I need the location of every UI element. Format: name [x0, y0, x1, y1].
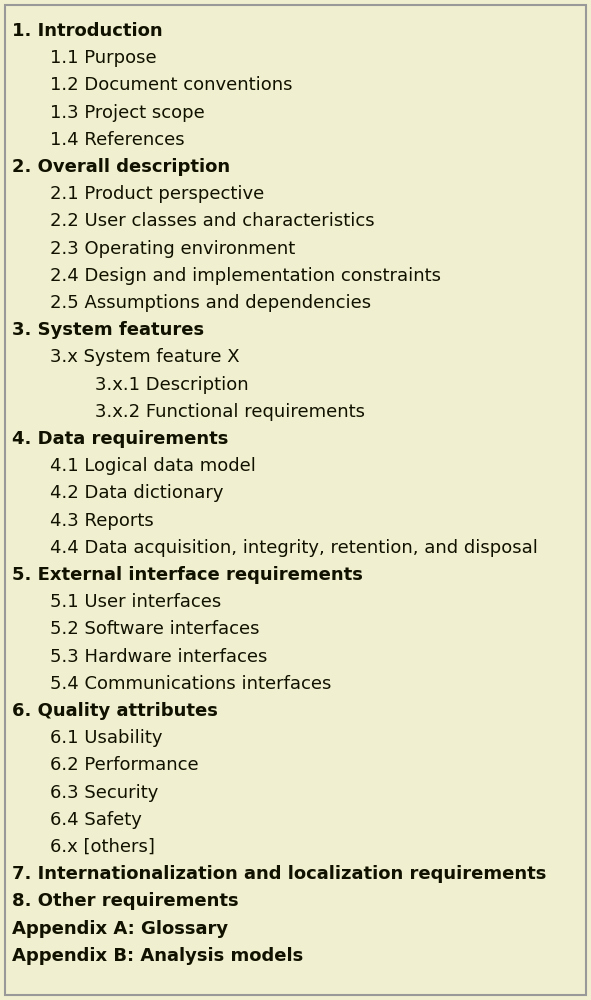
Text: 8. Other requirements: 8. Other requirements	[12, 892, 239, 910]
Text: 3.x.2 Functional requirements: 3.x.2 Functional requirements	[95, 403, 365, 421]
Text: 2.5 Assumptions and dependencies: 2.5 Assumptions and dependencies	[50, 294, 371, 312]
Text: Appendix A: Glossary: Appendix A: Glossary	[12, 920, 228, 938]
Text: 4.1 Logical data model: 4.1 Logical data model	[50, 457, 256, 475]
Text: 5.3 Hardware interfaces: 5.3 Hardware interfaces	[50, 648, 267, 666]
Text: 2. Overall description: 2. Overall description	[12, 158, 230, 176]
Text: 2.2 User classes and characteristics: 2.2 User classes and characteristics	[50, 212, 375, 230]
Text: 3. System features: 3. System features	[12, 321, 204, 339]
Text: 5.4 Communications interfaces: 5.4 Communications interfaces	[50, 675, 332, 693]
Text: 1.1 Purpose: 1.1 Purpose	[50, 49, 157, 67]
Text: 5.1 User interfaces: 5.1 User interfaces	[50, 593, 221, 611]
Text: 2.1 Product perspective: 2.1 Product perspective	[50, 185, 264, 203]
Text: 6.1 Usability: 6.1 Usability	[50, 729, 163, 747]
Text: 6.2 Performance: 6.2 Performance	[50, 756, 199, 774]
Text: 3.x.1 Description: 3.x.1 Description	[95, 376, 249, 394]
Text: 1.4 References: 1.4 References	[50, 131, 184, 149]
Text: 6.3 Security: 6.3 Security	[50, 784, 158, 802]
Text: 5.2 Software interfaces: 5.2 Software interfaces	[50, 620, 259, 638]
Text: Appendix B: Analysis models: Appendix B: Analysis models	[12, 947, 303, 965]
Text: 4.2 Data dictionary: 4.2 Data dictionary	[50, 484, 223, 502]
Text: 3.x System feature X: 3.x System feature X	[50, 348, 239, 366]
Text: 5. External interface requirements: 5. External interface requirements	[12, 566, 363, 584]
Text: 1. Introduction: 1. Introduction	[12, 22, 163, 40]
Text: 6. Quality attributes: 6. Quality attributes	[12, 702, 218, 720]
Text: 1.2 Document conventions: 1.2 Document conventions	[50, 76, 293, 94]
Text: 2.4 Design and implementation constraints: 2.4 Design and implementation constraint…	[50, 267, 441, 285]
Text: 4.3 Reports: 4.3 Reports	[50, 512, 154, 530]
Text: 4.4 Data acquisition, integrity, retention, and disposal: 4.4 Data acquisition, integrity, retenti…	[50, 539, 538, 557]
Text: 6.x [others]: 6.x [others]	[50, 838, 155, 856]
Text: 2.3 Operating environment: 2.3 Operating environment	[50, 240, 296, 258]
Text: 7. Internationalization and localization requirements: 7. Internationalization and localization…	[12, 865, 546, 883]
Text: 4. Data requirements: 4. Data requirements	[12, 430, 228, 448]
Text: 1.3 Project scope: 1.3 Project scope	[50, 104, 204, 122]
Text: 6.4 Safety: 6.4 Safety	[50, 811, 142, 829]
